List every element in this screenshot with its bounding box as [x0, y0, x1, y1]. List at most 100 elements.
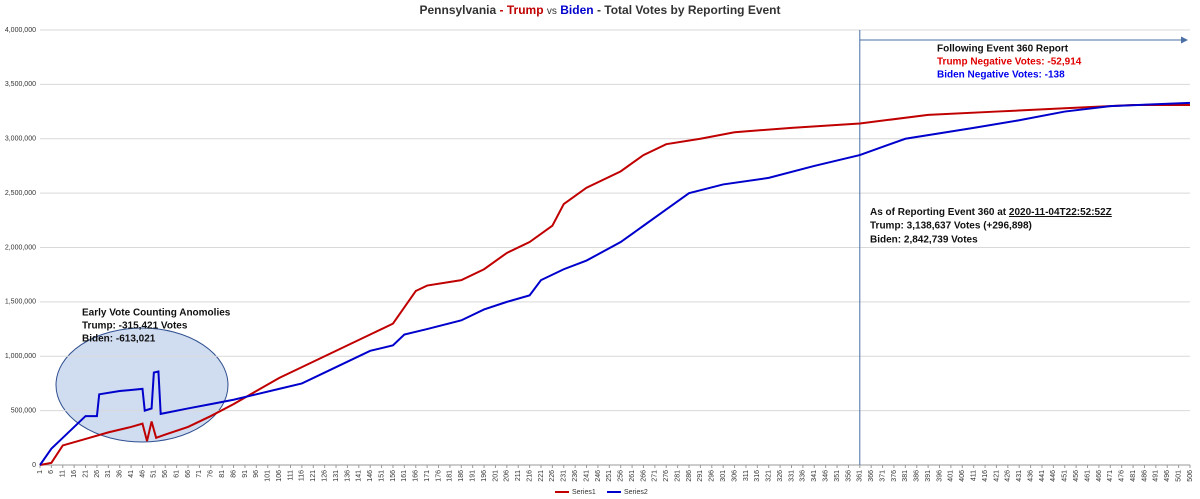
x-tick-label: 136: [344, 470, 351, 482]
x-tick-label: 426: [1005, 470, 1012, 482]
x-tick-label: 371: [879, 470, 886, 482]
x-tick-label: 61: [173, 470, 180, 478]
x-tick-label: 41: [128, 470, 135, 478]
annotation: Trump Negative Votes: -52,914: [937, 57, 1082, 68]
x-tick-label: 431: [1016, 470, 1023, 482]
x-tick-label: 211: [515, 470, 522, 481]
x-tick-label: 111: [287, 470, 294, 481]
y-tick-label: 4,000,000: [5, 27, 36, 34]
annotation: Early Vote Counting Anomolies: [82, 308, 231, 319]
x-tick-label: 151: [378, 470, 385, 482]
x-tick-label: 326: [777, 470, 784, 482]
x-tick-label: 411: [971, 470, 978, 481]
x-tick-label: 76: [208, 470, 215, 478]
x-tick-label: 251: [606, 470, 613, 482]
y-tick-label: 500,000: [11, 407, 36, 414]
x-tick-label: 161: [401, 470, 408, 482]
series-line: [39, 101, 1191, 466]
x-tick-label: 466: [1096, 470, 1103, 482]
x-tick-label: 296: [709, 470, 716, 482]
x-tick-label: 271: [652, 470, 659, 482]
x-tick-label: 241: [583, 470, 590, 482]
annotation: Trump: 3,138,637 Votes (+296,898): [870, 221, 1032, 232]
x-tick-label: 121: [310, 470, 317, 482]
x-tick-label: 146: [367, 470, 374, 482]
x-tick-label: 291: [697, 470, 704, 482]
x-tick-label: 301: [720, 470, 727, 482]
x-tick-label: 191: [470, 470, 477, 482]
x-tick-label: 456: [1073, 470, 1080, 482]
x-tick-label: 476: [1119, 470, 1126, 482]
x-tick-label: 196: [481, 470, 488, 482]
x-tick-label: 346: [822, 470, 829, 482]
x-tick-label: 56: [162, 470, 169, 478]
x-tick-label: 96: [253, 470, 260, 478]
y-tick-label: 0: [32, 462, 36, 469]
x-tick-label: 306: [731, 470, 738, 482]
x-tick-label: 256: [618, 470, 625, 482]
x-tick-label: 506: [1187, 470, 1194, 482]
annotation: Biden Negative Votes: -138: [937, 70, 1065, 81]
legend-label: Series2: [624, 489, 648, 496]
y-tick-label: 1,000,000: [5, 353, 36, 360]
x-tick-label: 166: [413, 470, 420, 482]
x-tick-label: 236: [572, 470, 579, 482]
x-tick-label: 281: [674, 470, 681, 482]
x-tick-label: 491: [1153, 470, 1160, 482]
x-tick-label: 221: [538, 470, 545, 482]
annotation: Biden: -613,021: [82, 334, 156, 345]
x-tick-label: 156: [390, 470, 397, 482]
x-tick-label: 391: [925, 470, 932, 482]
y-tick-label: 3,500,000: [5, 81, 36, 88]
x-tick-label: 141: [356, 470, 363, 482]
x-tick-label: 201: [492, 470, 499, 482]
x-tick-label: 231: [561, 470, 568, 482]
y-tick-label: 2,000,000: [5, 244, 36, 251]
annotation: Following Event 360 Report: [937, 44, 1069, 55]
x-tick-label: 501: [1175, 470, 1182, 482]
title-part: Biden: [560, 3, 593, 17]
x-tick-label: 131: [333, 470, 340, 482]
title-part: -: [500, 3, 504, 17]
x-tick-label: 406: [959, 470, 966, 482]
arrow-head: [1181, 36, 1188, 44]
x-tick-label: 106: [276, 470, 283, 482]
annotation: Trump: -315,421 Votes: [82, 321, 188, 332]
x-tick-label: 311: [743, 470, 750, 481]
x-tick-label: 46: [139, 470, 146, 478]
annotation-part: As of Reporting Event 360 at: [870, 207, 1007, 218]
x-tick-label: 171: [424, 470, 431, 482]
x-tick-label: 421: [993, 470, 1000, 482]
x-tick-label: 261: [629, 470, 636, 482]
x-tick-label: 351: [834, 470, 841, 482]
x-tick-label: 21: [82, 470, 89, 478]
x-tick-label: 71: [196, 470, 203, 478]
x-tick-label: 286: [686, 470, 693, 482]
x-tick-label: 66: [185, 470, 192, 478]
x-tick-label: 471: [1107, 470, 1114, 482]
x-tick-label: 321: [766, 470, 773, 482]
x-tick-label: 246: [595, 470, 602, 482]
x-tick-label: 86: [230, 470, 237, 478]
x-tick-label: 366: [868, 470, 875, 482]
x-tick-label: 101: [265, 470, 272, 482]
annotation: As of Reporting Event 360 at 2020-11-04T…: [870, 207, 1112, 218]
x-tick-label: 316: [754, 470, 761, 482]
x-tick-label: 11: [60, 470, 67, 477]
x-tick-label: 126: [321, 470, 328, 482]
x-tick-label: 376: [891, 470, 898, 482]
x-tick-label: 116: [299, 470, 306, 481]
x-tick-label: 481: [1130, 470, 1137, 482]
y-tick-label: 3,000,000: [5, 136, 36, 143]
x-tick-label: 486: [1141, 470, 1148, 482]
x-tick-label: 81: [219, 470, 226, 478]
x-tick-label: 176: [435, 470, 442, 482]
x-tick-label: 186: [458, 470, 465, 482]
x-tick-label: 446: [1050, 470, 1057, 482]
x-tick-label: 51: [151, 470, 158, 478]
annotation: Biden: 2,842,739 Votes: [870, 235, 978, 246]
chart-title: Pennsylvania - Trump vs Biden - Total Vo…: [419, 3, 780, 17]
y-tick-label: 1,500,000: [5, 299, 36, 306]
title-part: Trump: [507, 3, 544, 17]
x-tick-label: 336: [800, 470, 807, 482]
